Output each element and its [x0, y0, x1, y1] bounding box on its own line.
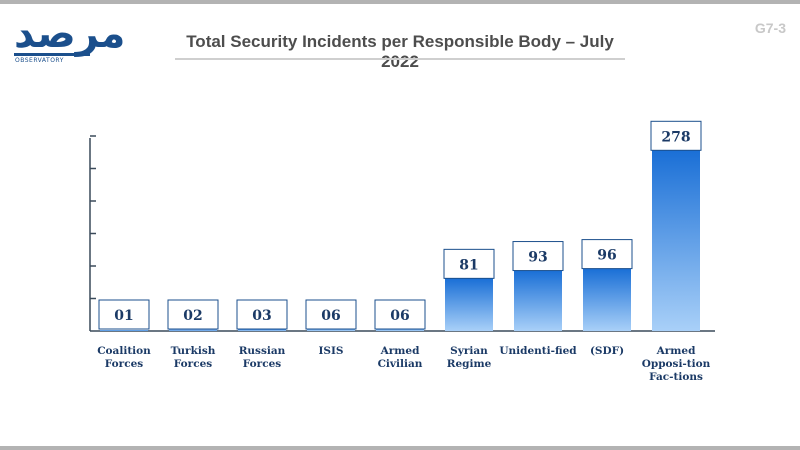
- value-label: 96: [597, 248, 616, 264]
- bar: [169, 329, 217, 331]
- value-label: 06: [390, 308, 409, 324]
- bars: [100, 150, 700, 331]
- value-label: 02: [183, 308, 202, 324]
- top-border: [0, 0, 800, 4]
- category-label: Armed Opposi-tion Fac-tions: [641, 345, 711, 383]
- bottom-border: [0, 446, 800, 450]
- value-label-box: [581, 239, 633, 270]
- value-label-box: [443, 248, 495, 279]
- category-label: Armed Civilian: [377, 345, 423, 370]
- bar: [238, 329, 286, 331]
- page-code: G7-3: [754, 20, 786, 36]
- value-label-box: [167, 299, 219, 330]
- value-label: 06: [321, 308, 340, 324]
- value-label-box: [512, 241, 564, 272]
- value-label-box: [374, 299, 426, 330]
- value-label: 03: [252, 308, 271, 324]
- category-label: Coalition Forces: [97, 345, 151, 370]
- value-label-box: [305, 299, 357, 330]
- logo-english-text: OBSERVATORY: [15, 57, 64, 64]
- chart-title: Total Security Incidents per Responsible…: [186, 32, 614, 71]
- logo-underline: [14, 53, 90, 56]
- bar: [583, 268, 631, 331]
- value-labels: 01 02 03 06 06 81 93 96 278: [98, 120, 702, 330]
- category-label: Unidenti-fied: [499, 345, 577, 357]
- logo-arabic-text: مرصد: [14, 11, 128, 57]
- bar: [652, 150, 700, 331]
- category-label: Russian Forces: [238, 345, 286, 370]
- category-label: ISIS: [318, 345, 344, 357]
- category-label: (SDF): [589, 345, 625, 357]
- category-label: Turkish Forces: [170, 345, 216, 370]
- bar: [514, 270, 562, 331]
- bar: [445, 278, 493, 331]
- category-label: Syrian Regime: [446, 345, 492, 370]
- value-label-box: [98, 299, 150, 330]
- value-label-box: [650, 120, 702, 151]
- value-label: 278: [661, 129, 690, 145]
- title-divider: [175, 58, 625, 60]
- value-label: 93: [528, 250, 547, 266]
- value-label: 01: [114, 308, 133, 324]
- bar: [100, 330, 148, 331]
- observatory-logo: مرصد OBSERVATORY: [14, 14, 128, 66]
- value-label: 81: [459, 257, 478, 273]
- value-label-box: [236, 299, 288, 330]
